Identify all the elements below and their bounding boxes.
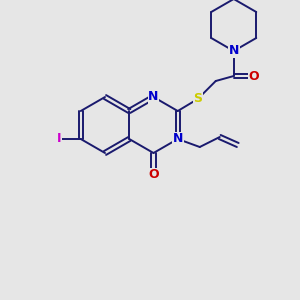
Text: N: N — [172, 133, 183, 146]
Text: S: S — [193, 92, 202, 106]
Text: O: O — [148, 169, 159, 182]
Text: N: N — [229, 44, 239, 58]
Text: N: N — [148, 91, 159, 103]
Text: I: I — [56, 133, 61, 146]
Text: O: O — [248, 70, 259, 83]
